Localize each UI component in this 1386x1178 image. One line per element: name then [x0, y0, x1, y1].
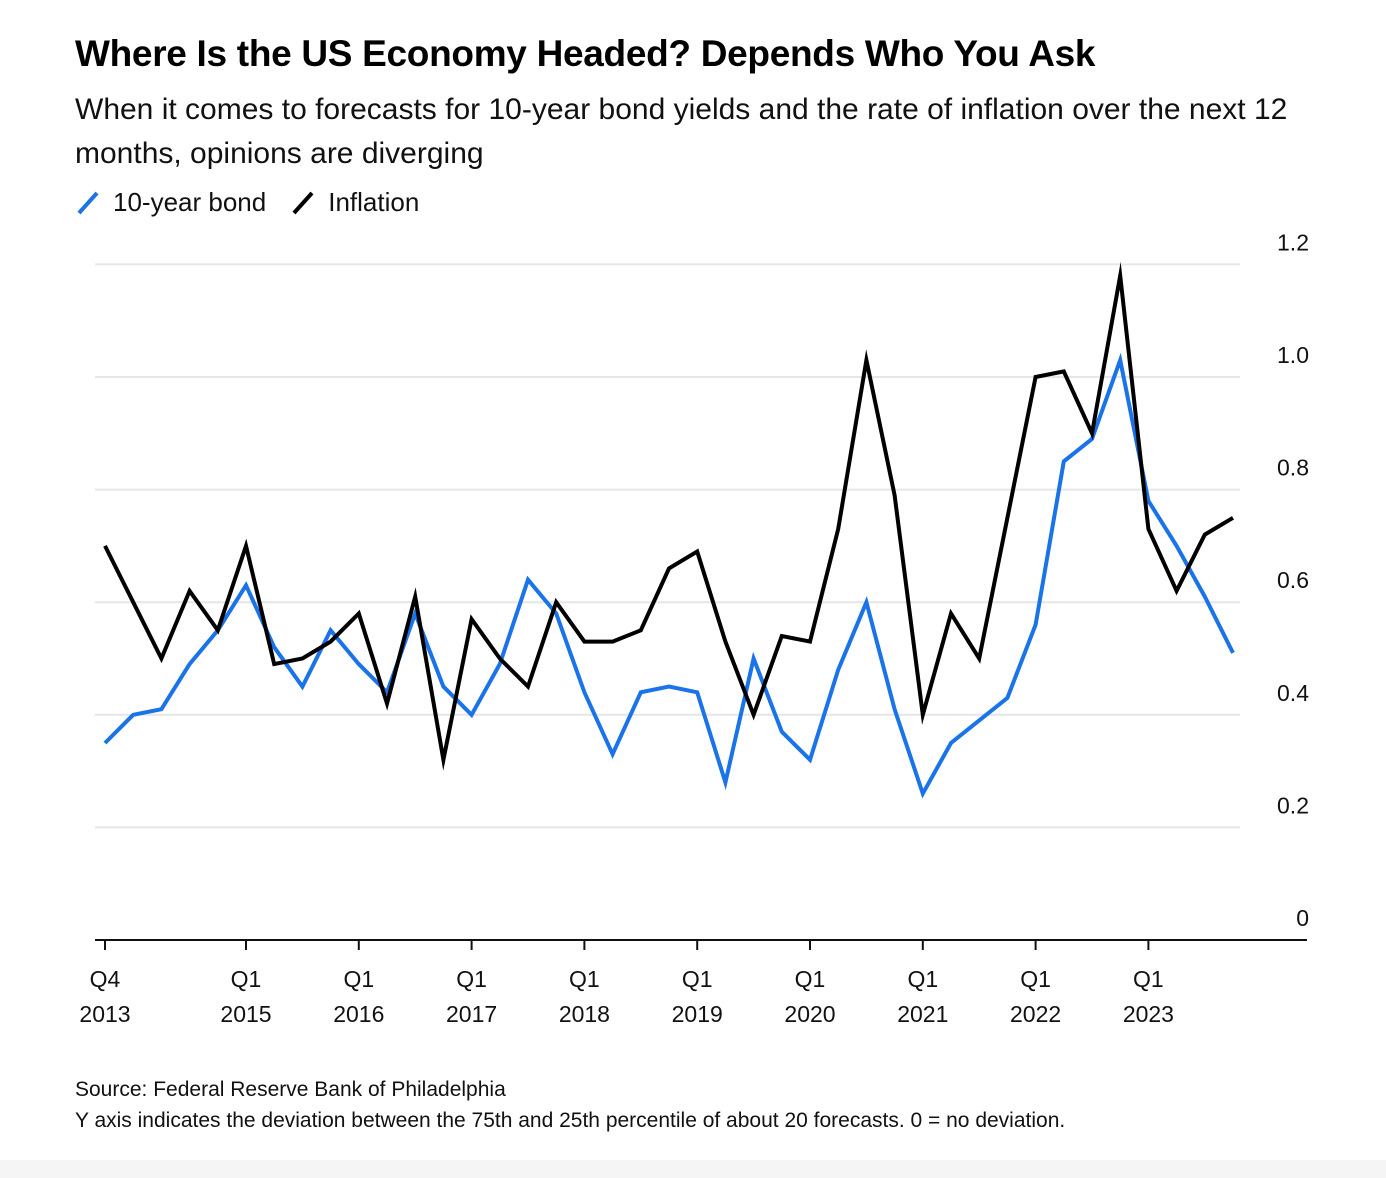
x-tick-label-quarter: Q1 [569, 966, 600, 992]
y-tick-label: 0 [1296, 905, 1309, 931]
page-bottom-strip [0, 1160, 1386, 1178]
x-tick-label-quarter: Q1 [907, 966, 938, 992]
x-tick-label-year: 2015 [220, 1001, 271, 1027]
x-tick-label-quarter: Q1 [231, 966, 262, 992]
series-lines [103, 261, 1235, 799]
series-line-inflation [103, 261, 1235, 771]
series-line-10-year-bond [103, 352, 1235, 799]
gridlines [95, 263, 1240, 829]
chart-title: Where Is the US Economy Headed? Depends … [75, 33, 1096, 74]
x-axis [95, 939, 1307, 950]
axis-explanation-note: Y axis indicates the deviation between t… [75, 1109, 1066, 1132]
x-tick-label-quarter: Q1 [343, 966, 374, 992]
chart-footer: Source: Federal Reserve Bank of Philadel… [75, 1074, 1065, 1136]
x-tick-label-year: 2019 [672, 1001, 723, 1027]
y-tick-label: 0.6 [1277, 567, 1309, 593]
x-tick-label-year: 2023 [1123, 1001, 1174, 1027]
x-tick-label-year: 2016 [333, 1001, 384, 1027]
line-chart: 0 0.2 0.4 0.6 0.8 1.0 1.2 Q4 2013 Q1 2015 Q1 2016 Q1… [79, 229, 1309, 1027]
y-tick-label: 0.4 [1277, 680, 1309, 706]
source-note: Source: Federal Reserve Bank of Philadel… [75, 1078, 506, 1101]
x-tick-label-year: 2020 [784, 1001, 835, 1027]
x-axis-labels: Q4 2013 Q1 2015 Q1 2016 Q1 2017 Q1 2018 Q1 2019 Q1 20… [79, 966, 1174, 1027]
y-tick-label: 0.2 [1277, 792, 1309, 818]
chart-subtitle: When it comes to forecasts for 10-year b… [75, 93, 1288, 170]
x-tick-label-year: 2017 [446, 1001, 497, 1027]
x-tick-label-quarter: Q1 [795, 966, 826, 992]
y-tick-label: 1.0 [1277, 342, 1309, 368]
x-tick-label-quarter: Q1 [682, 966, 713, 992]
legend-label-10-year-bond: 10-year bond [113, 186, 267, 217]
chart-legend: 10-year bond Inflation [75, 184, 443, 220]
x-tick-label-quarter: Q1 [456, 966, 487, 992]
legend-swatch-inflation [292, 191, 314, 215]
y-axis-labels: 0 0.2 0.4 0.6 0.8 1.0 1.2 [1277, 229, 1309, 931]
x-tick-label-year: 2013 [79, 1001, 130, 1027]
y-tick-label: 0.8 [1277, 455, 1309, 481]
legend-item-inflation: Inflation [290, 187, 419, 218]
x-tick-label-quarter: Q4 [90, 966, 121, 992]
legend-label-inflation: Inflation [328, 186, 420, 217]
y-tick-label: 1.2 [1277, 229, 1309, 255]
x-tick-label-year: 2021 [897, 1001, 948, 1027]
x-tick-label-year: 2022 [1010, 1001, 1061, 1027]
x-tick-label-quarter: Q1 [1020, 966, 1051, 992]
legend-item-10-year-bond: 10-year bond [75, 187, 266, 218]
legend-swatch-10-year-bond [77, 191, 99, 215]
x-tick-label-year: 2018 [559, 1001, 610, 1027]
x-tick-label-quarter: Q1 [1133, 966, 1164, 992]
